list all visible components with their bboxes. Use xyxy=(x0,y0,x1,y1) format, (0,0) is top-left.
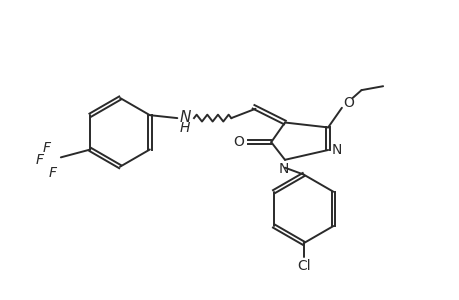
Text: N: N xyxy=(331,143,341,157)
Text: O: O xyxy=(233,135,244,149)
Text: O: O xyxy=(342,96,353,110)
Text: F: F xyxy=(42,140,50,154)
Text: F: F xyxy=(49,166,57,180)
Text: Cl: Cl xyxy=(296,259,310,273)
Text: N: N xyxy=(278,162,289,176)
Text: N: N xyxy=(179,110,190,124)
Text: F: F xyxy=(35,153,43,167)
Text: H: H xyxy=(179,121,190,135)
